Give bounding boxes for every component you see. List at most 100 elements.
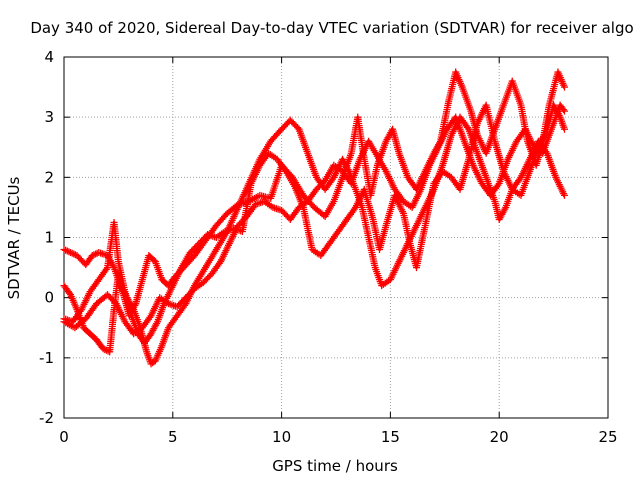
data-point-run — [159, 326, 172, 348]
data-point-run — [288, 118, 302, 132]
data-point-run — [67, 293, 80, 312]
axes: 0 5 10 15 20 25 -2 -1 0 1 2 3 4 — [39, 48, 618, 446]
data-point-run — [553, 175, 568, 198]
data-point-run — [389, 127, 403, 155]
data-point-run — [142, 331, 154, 345]
data-point-run — [257, 139, 274, 161]
data-point-run — [70, 307, 84, 324]
data-point-run — [87, 277, 102, 294]
chart-title: Day 340 of 2020, Sidereal Day-to-day VTE… — [30, 19, 633, 37]
data-point-run — [470, 163, 485, 185]
x-tick-label: 20 — [490, 428, 509, 446]
data-point-run — [335, 217, 350, 234]
data-point-run — [94, 337, 106, 351]
data-point-run — [327, 229, 341, 246]
data-point-run — [68, 249, 79, 259]
data-point-run — [83, 253, 95, 267]
data-point-run — [158, 295, 171, 306]
y-tick-label: 4 — [44, 48, 54, 66]
data-point-run — [331, 175, 346, 203]
data-point-run — [439, 133, 455, 167]
data-point-run — [509, 79, 524, 107]
data-point-run — [367, 163, 381, 197]
data-point-run — [192, 265, 208, 288]
data-point-run — [396, 151, 411, 179]
data-point-run — [152, 260, 165, 282]
data-point-run — [300, 206, 316, 251]
data-points — [60, 68, 568, 368]
data-point-run — [201, 271, 214, 285]
data-point-run — [214, 229, 227, 240]
x-tick-label: 5 — [168, 428, 178, 446]
data-point-run — [461, 139, 476, 167]
data-point-run — [400, 212, 413, 245]
data-point-run — [296, 127, 311, 155]
data-point-run — [132, 278, 146, 306]
data-point-run — [218, 241, 232, 264]
data-point-run — [196, 232, 210, 246]
data-point-run — [488, 181, 502, 198]
data-point-run — [152, 344, 165, 363]
data-point-run — [344, 205, 358, 222]
data-point-run — [183, 286, 197, 300]
y-tick-label: 0 — [44, 289, 54, 307]
data-point-run — [396, 241, 411, 264]
data-point-run — [90, 249, 101, 259]
data-point-run — [322, 175, 337, 192]
data-point-run — [418, 163, 433, 191]
data-point-run — [81, 325, 93, 337]
data-point-run — [318, 241, 332, 258]
data-point-run — [139, 254, 152, 282]
data-point-run — [409, 187, 424, 210]
data-point-run — [143, 350, 154, 366]
data-point-run — [154, 302, 167, 324]
data-point — [99, 345, 107, 353]
data-point-run — [61, 283, 73, 297]
data-point-run — [548, 103, 563, 131]
data-point-run — [379, 277, 393, 288]
data-point-run — [413, 224, 429, 269]
data-point-run — [209, 259, 223, 276]
track-2 — [60, 68, 568, 356]
data-point-run — [244, 202, 258, 219]
data-point-run — [374, 154, 389, 173]
data-point-run — [557, 103, 567, 114]
data-point-run — [62, 246, 73, 256]
data-point — [67, 249, 75, 257]
data-point-run — [459, 85, 474, 113]
track-4 — [60, 101, 568, 338]
data-point-run — [496, 157, 511, 185]
y-tick-label: 2 — [44, 168, 54, 186]
data-point-run — [452, 115, 468, 143]
data-point-run — [78, 290, 93, 312]
data-point-run — [248, 163, 263, 185]
data-point-run — [474, 151, 489, 179]
data-point-run — [226, 223, 241, 246]
data-point-run — [426, 145, 441, 167]
data-point-run — [288, 205, 302, 222]
data-point-run — [492, 103, 507, 131]
data-point-run — [72, 316, 88, 330]
data-point-run — [503, 187, 515, 209]
data-point-run — [304, 151, 320, 179]
data-point-run — [555, 70, 568, 89]
data-point-run — [518, 169, 533, 197]
data-point-run — [359, 206, 372, 239]
data-point-run — [140, 313, 154, 330]
data-point-run — [170, 265, 185, 288]
data-point — [60, 246, 68, 254]
data-point-run — [262, 199, 275, 210]
x-tick-label: 10 — [272, 428, 291, 446]
data-point-run — [505, 139, 520, 161]
data-point — [560, 107, 568, 115]
x-axis-label: GPS time / hours — [272, 457, 398, 475]
data-point-run — [322, 163, 337, 182]
data-point-run — [557, 115, 568, 131]
data-point-run — [267, 163, 285, 200]
data-point-run — [332, 163, 345, 174]
data-point-run — [266, 151, 279, 162]
data-point-run — [106, 308, 118, 354]
data-point-run — [83, 301, 99, 321]
data-point-run — [113, 302, 128, 324]
